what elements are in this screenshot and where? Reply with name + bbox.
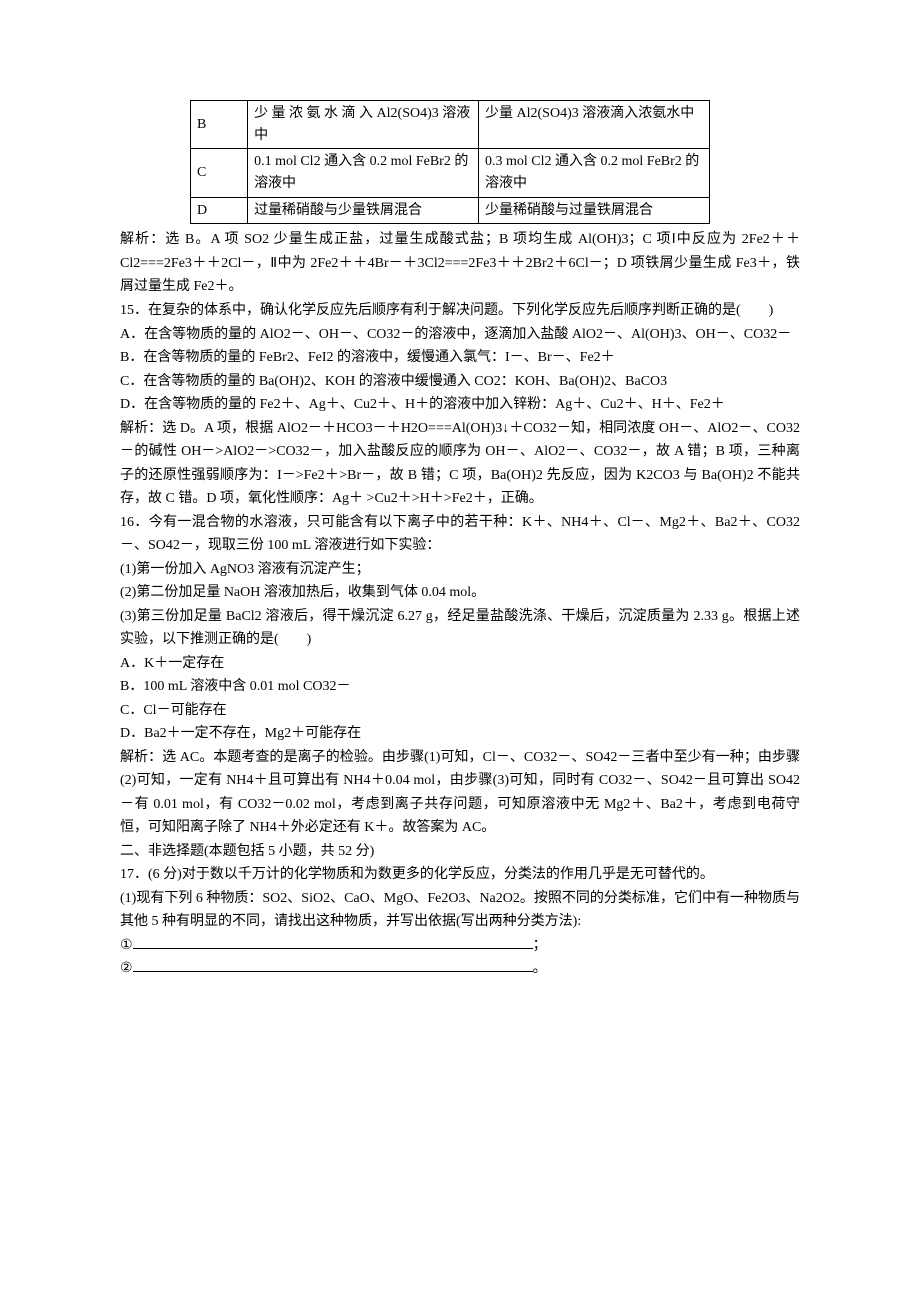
- option-col1: 过量稀硝酸与少量铁屑混合: [248, 197, 479, 224]
- option-col1: 少 量 浓 氨 水 滴 入 Al2(SO4)3 溶液中: [248, 101, 479, 149]
- q16-step2: (2)第二份加足量 NaOH 溶液加热后，收集到气体 0.04 mol。: [120, 581, 800, 605]
- option-col1: 0.1 mol Cl2 通入含 0.2 mol FeBr2 的溶液中: [248, 149, 479, 197]
- q16-step1: (1)第一份加入 AgNO3 溶液有沉淀产生；: [120, 558, 800, 582]
- q16-option-a: A．K＋一定存在: [120, 652, 800, 676]
- table-row: D 过量稀硝酸与少量铁屑混合 少量稀硝酸与过量铁屑混合: [191, 197, 710, 224]
- q17-blank2: ②。: [120, 957, 800, 981]
- q15-option-d: D．在含等物质的量的 Fe2＋、Ag＋、Cu2＋、H＋的溶液中加入锌粉：Ag＋、…: [120, 393, 800, 417]
- q16-option-c: C．Cl－可能存在: [120, 699, 800, 723]
- q15-option-c: C．在含等物质的量的 Ba(OH)2、KOH 的溶液中缓慢通入 CO2：KOH、…: [120, 370, 800, 394]
- q16-option-b: B．100 mL 溶液中含 0.01 mol CO32－: [120, 675, 800, 699]
- q16-step3: (3)第三份加足量 BaCl2 溶液后，得干燥沉淀 6.27 g，经足量盐酸洗涤…: [120, 605, 800, 652]
- q16-stem: 16．今有一混合物的水溶液，只可能含有以下离子中的若干种：K＋、NH4＋、Cl－…: [120, 511, 800, 558]
- q15-stem: 15．在复杂的体系中，确认化学反应先后顺序有利于解决问题。下列化学反应先后顺序判…: [120, 299, 800, 323]
- q15-option-b: B．在含等物质的量的 FeBr2、FeI2 的溶液中，缓慢通入氯气：I－、Br－…: [120, 346, 800, 370]
- option-col2: 少量稀硝酸与过量铁屑混合: [479, 197, 710, 224]
- fill-blank-line: [133, 957, 533, 972]
- blank1-suffix: ；: [533, 938, 547, 953]
- table-row: B 少 量 浓 氨 水 滴 入 Al2(SO4)3 溶液中 少量 Al2(SO4…: [191, 101, 710, 149]
- q17-stem: 17．(6 分)对于数以千万计的化学物质和为数更多的化学反应，分类法的作用几乎是…: [120, 863, 800, 887]
- q16-option-d: D．Ba2＋一定不存在，Mg2＋可能存在: [120, 722, 800, 746]
- option-label: B: [191, 101, 248, 149]
- q14-answer: 解析：选 B。A 项 SO2 少量生成正盐，过量生成酸式盐；B 项均生成 Al(…: [120, 228, 800, 299]
- option-col2: 少量 Al2(SO4)3 溶液滴入浓氨水中: [479, 101, 710, 149]
- option-label: D: [191, 197, 248, 224]
- option-label: C: [191, 149, 248, 197]
- blank1-prefix: ①: [120, 938, 133, 953]
- q17-blank1: ①；: [120, 934, 800, 958]
- q16-answer: 解析：选 AC。本题考查的是离子的检验。由步骤(1)可知，Cl－、CO32－、S…: [120, 746, 800, 840]
- option-col2: 0.3 mol Cl2 通入含 0.2 mol FeBr2 的溶液中: [479, 149, 710, 197]
- blank2-prefix: ②: [120, 961, 133, 976]
- fill-blank-line: [133, 934, 533, 949]
- section2-heading: 二、非选择题(本题包括 5 小题，共 52 分): [120, 840, 800, 864]
- q15-option-a: A．在含等物质的量的 AlO2－、OH－、CO32－的溶液中，逐滴加入盐酸 Al…: [120, 323, 800, 347]
- q17-sub1: (1)现有下列 6 种物质：SO2、SiO2、CaO、MgO、Fe2O3、Na2…: [120, 887, 800, 934]
- blank2-suffix: 。: [533, 961, 547, 976]
- q15-answer: 解析：选 D。A 项，根据 AlO2－＋HCO3－＋H2O===Al(OH)3↓…: [120, 417, 800, 511]
- options-table: B 少 量 浓 氨 水 滴 入 Al2(SO4)3 溶液中 少量 Al2(SO4…: [190, 100, 710, 224]
- table-row: C 0.1 mol Cl2 通入含 0.2 mol FeBr2 的溶液中 0.3…: [191, 149, 710, 197]
